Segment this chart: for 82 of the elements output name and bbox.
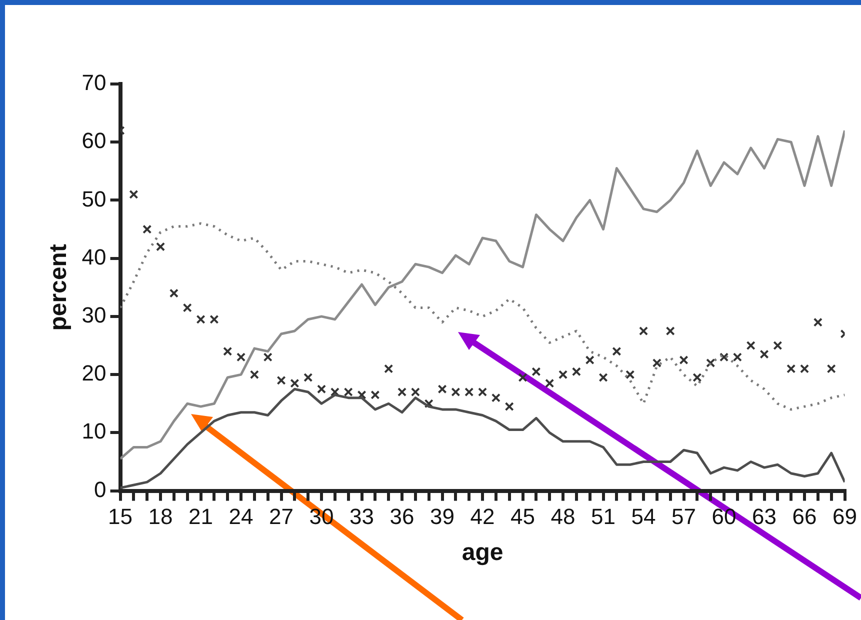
point bbox=[169, 288, 178, 298]
x-tick-label: 42 bbox=[470, 504, 495, 530]
point bbox=[357, 390, 366, 400]
x-tick-label: 24 bbox=[228, 504, 254, 530]
x-tick-label: 33 bbox=[350, 504, 374, 530]
point bbox=[223, 346, 232, 356]
point bbox=[572, 367, 581, 376]
y-tick-label: 0 bbox=[94, 476, 106, 502]
x-tick-label: 27 bbox=[269, 504, 294, 530]
point bbox=[598, 372, 608, 382]
x-tick-label: 21 bbox=[188, 504, 214, 530]
point bbox=[491, 393, 500, 402]
y-tick-label: 40 bbox=[82, 244, 106, 270]
point bbox=[424, 399, 434, 408]
point bbox=[478, 387, 488, 397]
x-tick-label: 51 bbox=[591, 504, 616, 530]
x-tick-label: 63 bbox=[752, 504, 777, 530]
point bbox=[276, 376, 286, 385]
point bbox=[451, 387, 460, 397]
x-tick-label: 69 bbox=[832, 504, 858, 530]
y-tick-label: 60 bbox=[82, 128, 106, 154]
point bbox=[196, 314, 206, 324]
point bbox=[304, 372, 313, 382]
point bbox=[397, 387, 407, 397]
x-tick-label: 60 bbox=[712, 504, 736, 530]
point bbox=[638, 326, 648, 336]
y-tick-label: 50 bbox=[82, 186, 106, 212]
point bbox=[344, 387, 353, 397]
point bbox=[129, 190, 138, 199]
point bbox=[316, 384, 326, 394]
point bbox=[773, 340, 782, 350]
point bbox=[438, 384, 447, 394]
y-tick-label: 20 bbox=[82, 360, 106, 386]
y-tick-label: 30 bbox=[82, 302, 106, 328]
x-axis-title: age bbox=[462, 539, 504, 566]
point bbox=[330, 387, 340, 397]
point bbox=[692, 372, 702, 382]
point bbox=[182, 303, 192, 312]
point bbox=[826, 364, 836, 374]
x-tick-label: 36 bbox=[390, 504, 414, 530]
point bbox=[156, 242, 166, 252]
point bbox=[652, 358, 662, 368]
point bbox=[666, 326, 675, 336]
point bbox=[585, 356, 594, 365]
point bbox=[786, 364, 796, 374]
x-tick-label: 15 bbox=[108, 504, 133, 530]
point bbox=[813, 318, 822, 327]
x-tick-label: 39 bbox=[430, 504, 455, 530]
point bbox=[532, 367, 541, 376]
point bbox=[410, 387, 420, 397]
y-axis-title: percent bbox=[45, 244, 72, 331]
line-series bbox=[120, 222, 845, 411]
point bbox=[250, 370, 259, 380]
x-tick-label: 66 bbox=[792, 504, 817, 530]
point bbox=[760, 350, 769, 359]
point bbox=[142, 224, 152, 234]
y-tick-label: 70 bbox=[82, 70, 106, 96]
point bbox=[263, 352, 272, 362]
point bbox=[746, 340, 756, 350]
x-tick-label: 57 bbox=[672, 504, 696, 530]
point bbox=[464, 387, 474, 397]
x-tick-label: 18 bbox=[148, 504, 173, 530]
point bbox=[612, 346, 622, 356]
point bbox=[370, 390, 380, 400]
point bbox=[210, 314, 219, 324]
point bbox=[236, 352, 246, 362]
point bbox=[719, 352, 729, 362]
x-tick-label: 54 bbox=[631, 504, 656, 530]
point bbox=[558, 370, 568, 380]
point bbox=[504, 402, 514, 412]
point bbox=[384, 364, 394, 374]
point bbox=[290, 378, 300, 388]
point bbox=[706, 358, 716, 368]
point bbox=[800, 364, 810, 374]
x-tick-label: 45 bbox=[510, 504, 536, 530]
point bbox=[626, 370, 635, 380]
point bbox=[732, 352, 742, 362]
y-tick-label: 10 bbox=[82, 418, 106, 444]
point bbox=[518, 372, 528, 382]
x-tick-label: 48 bbox=[550, 504, 576, 530]
point bbox=[545, 378, 554, 388]
point bbox=[679, 356, 688, 365]
